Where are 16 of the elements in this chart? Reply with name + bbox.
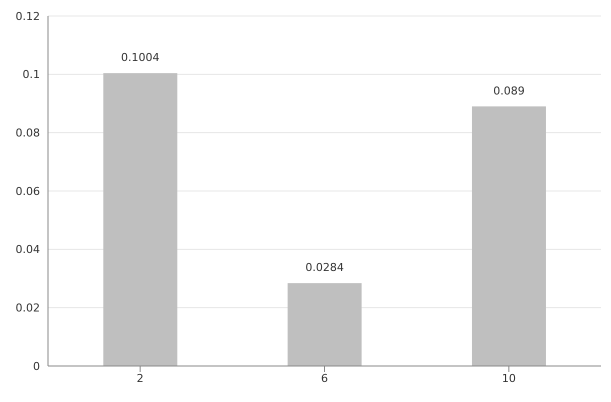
y-tick-label: 0.06 — [16, 184, 40, 198]
x-tick-label: 10 — [502, 372, 516, 385]
bar — [103, 73, 178, 366]
y-tick-label: 0.04 — [16, 243, 40, 256]
y-tick-label: 0 — [33, 360, 40, 373]
y-tick-label: 0.02 — [16, 302, 40, 315]
bar — [472, 106, 546, 366]
bar — [288, 283, 362, 366]
y-tick-label: 0.1 — [22, 68, 40, 82]
x-tick-label: 6 — [321, 372, 328, 385]
data-label: 0.1004 — [121, 51, 160, 64]
x-tick-label: 2 — [136, 372, 144, 385]
data-label: 0.089 — [493, 84, 525, 98]
y-tick-label: 0.08 — [16, 126, 40, 140]
y-tick-label: 0.12 — [16, 10, 40, 23]
data-label: 0.0284 — [305, 261, 344, 274]
